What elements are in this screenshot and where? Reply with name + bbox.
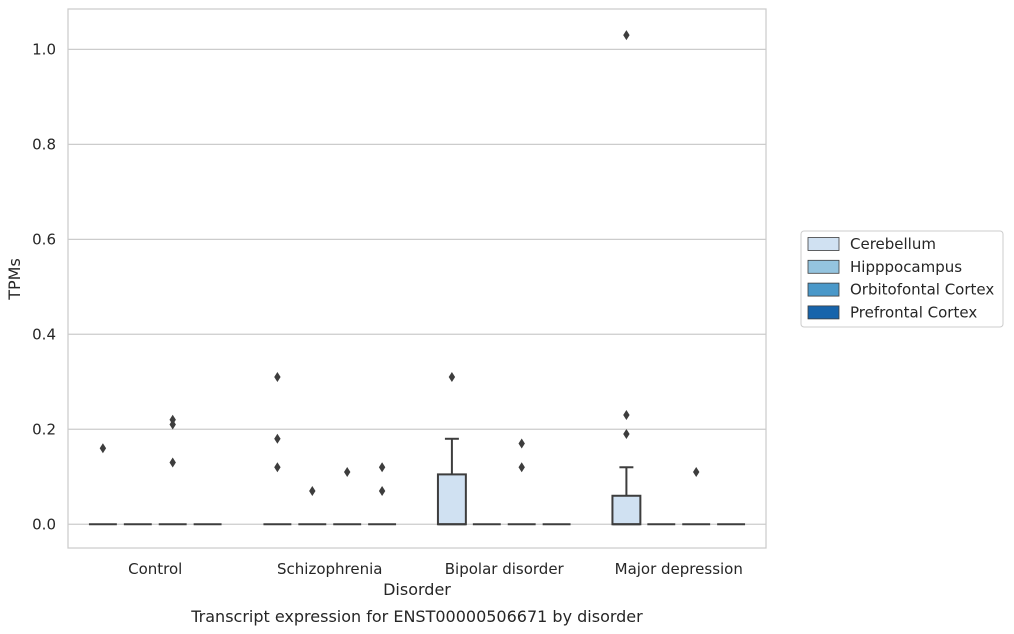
y-tick-labels: 0.0 0.2 0.4 0.6 0.8 1.0	[32, 40, 56, 533]
box	[436, 473, 467, 526]
plot-marks	[88, 30, 746, 526]
x-tick-labels: Control Schizophrenia Bipolar disorder Majo…	[128, 560, 743, 578]
y-tick-label: 0.8	[32, 135, 56, 153]
legend-swatch	[807, 282, 840, 297]
outlier-point	[623, 410, 630, 421]
box-group	[682, 467, 711, 526]
outlier-point	[448, 372, 456, 383]
box-group	[611, 30, 642, 526]
box-group	[298, 486, 327, 526]
box-group	[88, 443, 117, 526]
x-tick-label: Major depression	[615, 560, 743, 578]
y-tick-label: 0.2	[32, 420, 56, 438]
outlier-point	[344, 467, 351, 478]
x-axis-title: Disorder	[383, 580, 451, 599]
legend-swatch	[807, 259, 840, 274]
grid-lines	[68, 48, 766, 525]
outlier-point	[623, 429, 630, 440]
y-tick-label: 0.4	[32, 325, 56, 343]
outlier-point	[623, 30, 630, 41]
box-group	[507, 438, 536, 526]
y-tick-label: 0.0	[32, 515, 56, 533]
legend-label: Hipppocampus	[850, 258, 962, 276]
outlier-point	[518, 462, 525, 473]
outlier-point	[169, 419, 176, 430]
box-group	[158, 414, 187, 526]
box-group	[333, 467, 362, 526]
box	[611, 494, 642, 526]
box-group	[263, 372, 292, 526]
box-group	[436, 372, 467, 526]
outlier-point	[99, 443, 107, 454]
legend-label: Orbitofontal Cortex	[850, 281, 994, 299]
x-tick-label: Control	[128, 560, 182, 578]
legend-swatch	[807, 237, 840, 251]
legend-label: Prefrontal Cortex	[850, 303, 977, 321]
outlier-point	[378, 462, 386, 473]
outlier-point	[274, 462, 281, 473]
outlier-point	[274, 433, 281, 444]
y-tick-label: 1.0	[32, 40, 56, 58]
outlier-point	[309, 486, 316, 497]
plot-frame	[67, 8, 767, 549]
y-tick-label: 0.6	[32, 230, 56, 248]
chart-caption: Transcript expression for ENST0000050667…	[190, 607, 643, 626]
box-group	[368, 462, 397, 526]
outlier-point	[274, 372, 281, 383]
legend-frame	[800, 230, 1004, 328]
outlier-point	[693, 467, 700, 478]
legend-swatch	[807, 305, 840, 320]
outlier-point	[378, 486, 386, 497]
y-axis-title: TPMs	[5, 258, 24, 301]
legend: Cerebellum Hipppocampus Orbitofontal Corte…	[800, 230, 1004, 328]
outlier-point	[169, 457, 176, 468]
legend-label: Cerebellum	[850, 235, 936, 253]
x-tick-label: Bipolar disorder	[445, 560, 565, 578]
x-tick-label: Schizophrenia	[277, 560, 382, 578]
outlier-point	[518, 438, 525, 449]
